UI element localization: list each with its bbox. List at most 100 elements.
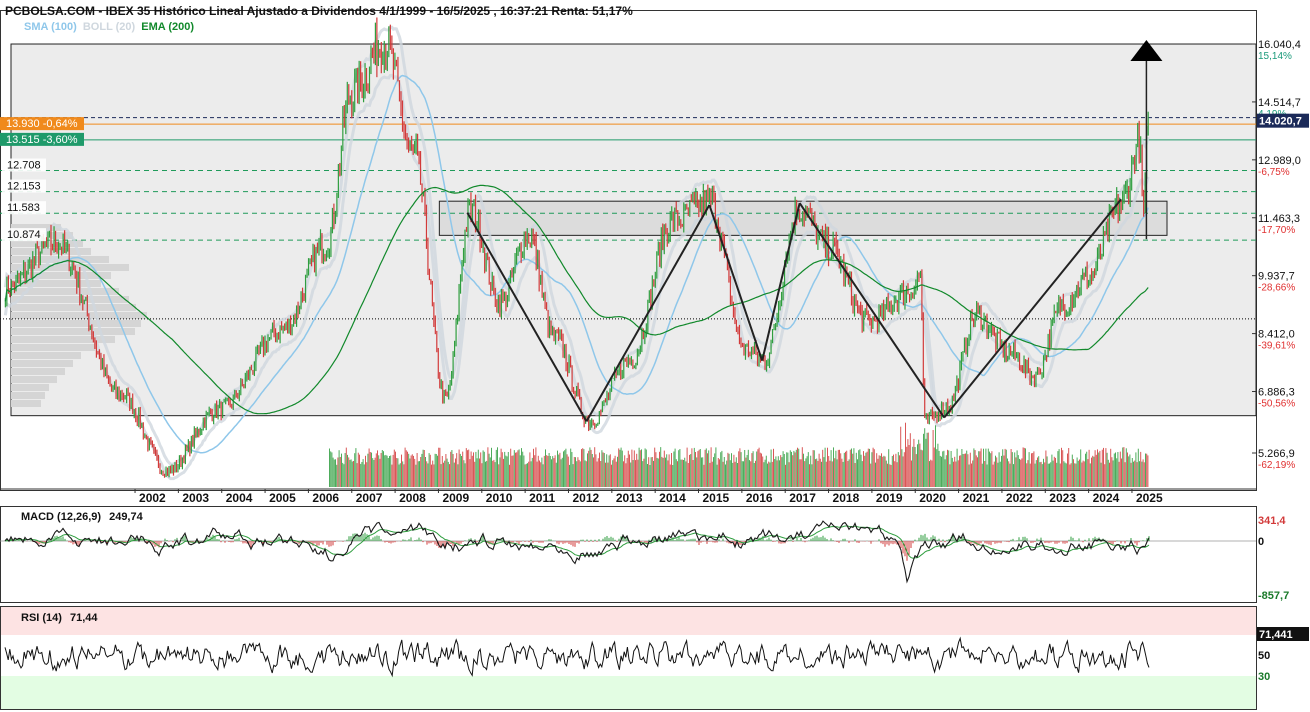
volume-bar: [565, 448, 567, 487]
volume-bar: [1062, 450, 1064, 487]
volume-bar: [1128, 456, 1130, 487]
volume-bar: [1109, 462, 1110, 487]
volume-bar: [981, 463, 983, 487]
legend-ema[interactable]: EMA (200): [141, 21, 195, 33]
axis-pct-7: -62,19%: [1258, 460, 1295, 471]
volume-bar: [997, 462, 999, 487]
volume-bar: [347, 454, 348, 487]
volume-bar: [948, 450, 950, 487]
volume-bar: [379, 458, 381, 487]
volume-bar: [840, 453, 842, 487]
axis-label-0: 16.040,4: [1258, 39, 1301, 51]
volume-bar: [1098, 452, 1100, 487]
volume-bar: [707, 453, 708, 487]
x-tick-label-2007: 2007: [356, 491, 383, 505]
volume-bar: [1089, 463, 1091, 487]
volume-bar: [825, 461, 827, 487]
volume-bar: [918, 439, 920, 487]
volume-bar: [854, 463, 856, 487]
macd-axis-min: -857,7: [1258, 590, 1289, 602]
volume-bar: [535, 447, 537, 487]
volume-bar: [769, 462, 771, 487]
x-tick-label-2023: 2023: [1049, 491, 1076, 505]
legend-boll[interactable]: BOLL (20): [82, 21, 136, 33]
volume-bar: [345, 447, 347, 487]
volume-bar: [697, 451, 699, 487]
volume-bar: [944, 459, 946, 487]
volume-bar: [864, 455, 866, 487]
volume-bar: [899, 455, 900, 487]
volume-bar: [599, 452, 600, 487]
volume-bar: [374, 457, 376, 487]
volume-bar: [852, 453, 854, 487]
volume-bar: [963, 453, 965, 487]
volume-bar: [870, 463, 872, 487]
volume-bar: [1064, 462, 1066, 487]
volume-bar: [965, 453, 966, 487]
volume-bar: [1079, 459, 1080, 487]
volume-bar: [341, 453, 342, 487]
volume-bar: [786, 452, 788, 487]
volume-bar: [865, 452, 867, 487]
volume-bar: [473, 452, 474, 487]
volume-bar: [1087, 459, 1089, 487]
volume-bar: [401, 454, 402, 487]
volume-bar: [512, 455, 514, 487]
volume-bar: [1127, 452, 1128, 487]
pattern-line-2: [708, 204, 764, 361]
rsi-tag-bg: [1257, 627, 1309, 641]
volume-bar: [517, 450, 519, 487]
volume-bar: [937, 443, 939, 487]
volume-bar: [1121, 458, 1122, 487]
x-tick-label-2005: 2005: [269, 491, 296, 505]
volume-bar: [1039, 462, 1041, 487]
volume-bar: [1104, 464, 1106, 487]
volume-bar: [1069, 464, 1071, 487]
volume-bar: [588, 450, 590, 487]
volume-bar: [1009, 463, 1011, 487]
volume-bar: [403, 464, 405, 487]
volume-bar: [553, 458, 555, 487]
volume-bar: [410, 455, 412, 487]
x-tick-label-2017: 2017: [789, 491, 816, 505]
volume-bar: [761, 453, 762, 487]
chart-header-title: PCBOLSA.COM - IBEX 35 Histórico Lineal A…: [5, 4, 633, 18]
volume-bar: [789, 450, 791, 487]
volume-bar: [416, 453, 418, 487]
volume-bar: [398, 464, 400, 487]
legend-sma[interactable]: SMA (100): [24, 21, 77, 33]
volume-bar: [686, 447, 688, 487]
volume-bar: [581, 449, 582, 487]
volume-bar: [1007, 458, 1008, 487]
volume-bar: [794, 452, 796, 487]
volume-bar: [817, 460, 819, 487]
volume-bar: [351, 461, 353, 487]
volume-bar: [366, 462, 368, 487]
volume-bar: [660, 447, 662, 487]
volume-bar: [545, 449, 546, 487]
volume-bar: [1071, 454, 1073, 487]
volume-bar: [835, 450, 837, 487]
volume-bar: [1053, 456, 1055, 487]
volume-bar: [635, 460, 636, 487]
volume-bar: [1001, 455, 1002, 487]
volume-bar: [587, 453, 588, 487]
rsi-panel-frame: [0, 606, 1257, 710]
volume-bar: [848, 459, 850, 487]
volume-bar: [743, 461, 744, 487]
volume-bar: [542, 464, 544, 487]
volume-bar: [1008, 461, 1010, 487]
volume-bar: [732, 462, 734, 487]
volume-bar: [360, 463, 362, 487]
volume-bar: [353, 461, 354, 487]
volume-bar: [483, 451, 485, 487]
volume-bar: [438, 447, 440, 487]
volume-bar: [537, 455, 539, 487]
volume-bar: [333, 459, 335, 487]
volume-bar: [858, 450, 860, 487]
volume-bar: [787, 452, 789, 487]
volume-bar: [821, 461, 822, 487]
volume-bar: [450, 451, 452, 487]
volume-bar: [863, 451, 864, 487]
volume-bar: [666, 454, 668, 487]
